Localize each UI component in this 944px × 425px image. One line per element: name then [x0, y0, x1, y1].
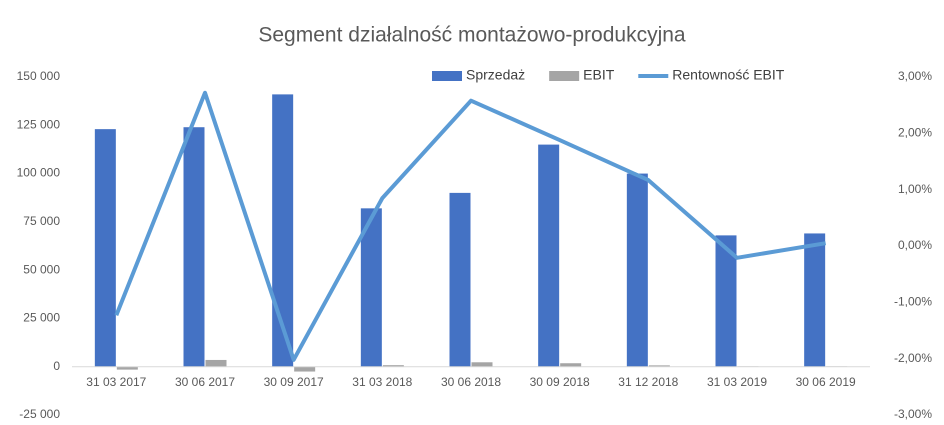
legend-swatch [432, 71, 462, 81]
bar [471, 362, 493, 367]
bar [538, 144, 560, 367]
x-tick-label: 30 06 2018 [441, 375, 501, 389]
y-tick-label: 75 000 [23, 214, 60, 228]
y2-tick-label: -1,00% [894, 295, 932, 309]
y-tick-label: 0 [53, 359, 60, 373]
x-tick-label: 31 03 2019 [707, 375, 767, 389]
bar [116, 366, 138, 370]
bar [804, 233, 826, 367]
bar [94, 129, 116, 367]
x-tick-label: 30 06 2017 [175, 375, 235, 389]
x-tick-label: 31 03 2018 [352, 375, 412, 389]
y2-tick-label: -2,00% [894, 351, 932, 365]
x-tick-label: 31 03 2017 [86, 375, 146, 389]
bar [272, 94, 294, 367]
bar [449, 192, 471, 367]
bar [560, 363, 582, 367]
x-tick-label: 30 09 2017 [264, 375, 324, 389]
x-tick-label: 31 12 2018 [618, 375, 678, 389]
x-tick-label: 30 09 2018 [530, 375, 590, 389]
legend-label: EBIT [583, 67, 615, 83]
bar [648, 365, 670, 367]
bar [715, 235, 737, 367]
y2-tick-label: 3,00% [898, 69, 932, 83]
chart-title: Segment działalność montażowo-produkcyjn… [258, 24, 686, 47]
y2-tick-label: -3,00% [894, 407, 932, 421]
y2-tick-label: 1,00% [898, 182, 932, 196]
bar [205, 359, 227, 367]
y2-tick-label: 0,00% [898, 238, 932, 252]
y-tick-label: 50 000 [23, 262, 60, 276]
line [114, 90, 826, 362]
legend-label: Rentowność EBIT [672, 67, 784, 83]
y-tick-label: 25 000 [23, 311, 60, 325]
y-tick-label: 125 000 [17, 117, 61, 131]
bar [294, 366, 316, 372]
y-tick-label: 150 000 [17, 69, 61, 83]
legend-swatch [549, 71, 580, 81]
bar [382, 365, 404, 367]
y-tick-label: 100 000 [17, 166, 61, 180]
legend-label: Sprzedaż [466, 67, 525, 83]
bar [360, 208, 382, 367]
y-tick-label: -25 000 [19, 407, 60, 421]
bar [183, 127, 205, 367]
bar [626, 173, 648, 367]
y2-tick-label: 2,00% [898, 126, 932, 140]
x-tick-label: 30 06 2019 [796, 375, 856, 389]
